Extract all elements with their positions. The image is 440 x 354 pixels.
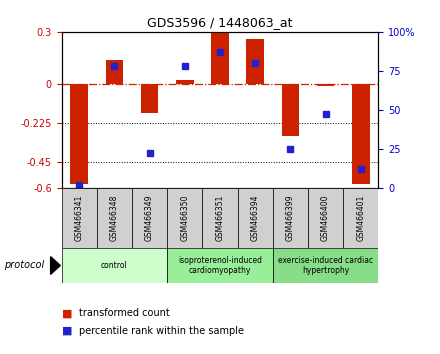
Bar — [167, 188, 202, 248]
Bar — [167, 248, 273, 283]
Text: protocol: protocol — [4, 261, 44, 270]
Bar — [141, 84, 158, 113]
Bar — [246, 39, 264, 84]
Text: exercise-induced cardiac
hypertrophy: exercise-induced cardiac hypertrophy — [278, 256, 373, 275]
Text: ■: ■ — [62, 308, 72, 318]
Bar — [62, 248, 167, 283]
Text: GSM466349: GSM466349 — [145, 194, 154, 241]
Title: GDS3596 / 1448063_at: GDS3596 / 1448063_at — [147, 16, 293, 29]
Bar — [176, 80, 194, 84]
Bar — [62, 188, 97, 248]
Bar — [352, 84, 370, 184]
Text: GSM466394: GSM466394 — [251, 194, 260, 241]
Text: GSM466399: GSM466399 — [286, 194, 295, 241]
Bar — [238, 188, 273, 248]
Text: GSM466350: GSM466350 — [180, 194, 189, 241]
Text: control: control — [101, 261, 128, 270]
Text: GSM466348: GSM466348 — [110, 194, 119, 241]
Polygon shape — [51, 257, 60, 274]
Bar — [308, 188, 343, 248]
Bar — [343, 188, 378, 248]
Text: GSM466351: GSM466351 — [216, 194, 224, 241]
Bar — [211, 32, 229, 84]
Text: GSM466341: GSM466341 — [75, 194, 84, 241]
Bar — [106, 59, 123, 84]
Text: ■: ■ — [62, 326, 72, 336]
Text: GSM466401: GSM466401 — [356, 194, 365, 241]
Bar — [317, 84, 334, 86]
Bar — [202, 188, 238, 248]
Text: GSM466400: GSM466400 — [321, 194, 330, 241]
Text: percentile rank within the sample: percentile rank within the sample — [79, 326, 244, 336]
Bar — [273, 188, 308, 248]
Bar — [273, 248, 378, 283]
Bar — [70, 84, 88, 184]
Bar — [282, 84, 299, 136]
Bar — [132, 188, 167, 248]
Text: isoproterenol-induced
cardiomyopathy: isoproterenol-induced cardiomyopathy — [178, 256, 262, 275]
Text: transformed count: transformed count — [79, 308, 170, 318]
Bar — [97, 188, 132, 248]
